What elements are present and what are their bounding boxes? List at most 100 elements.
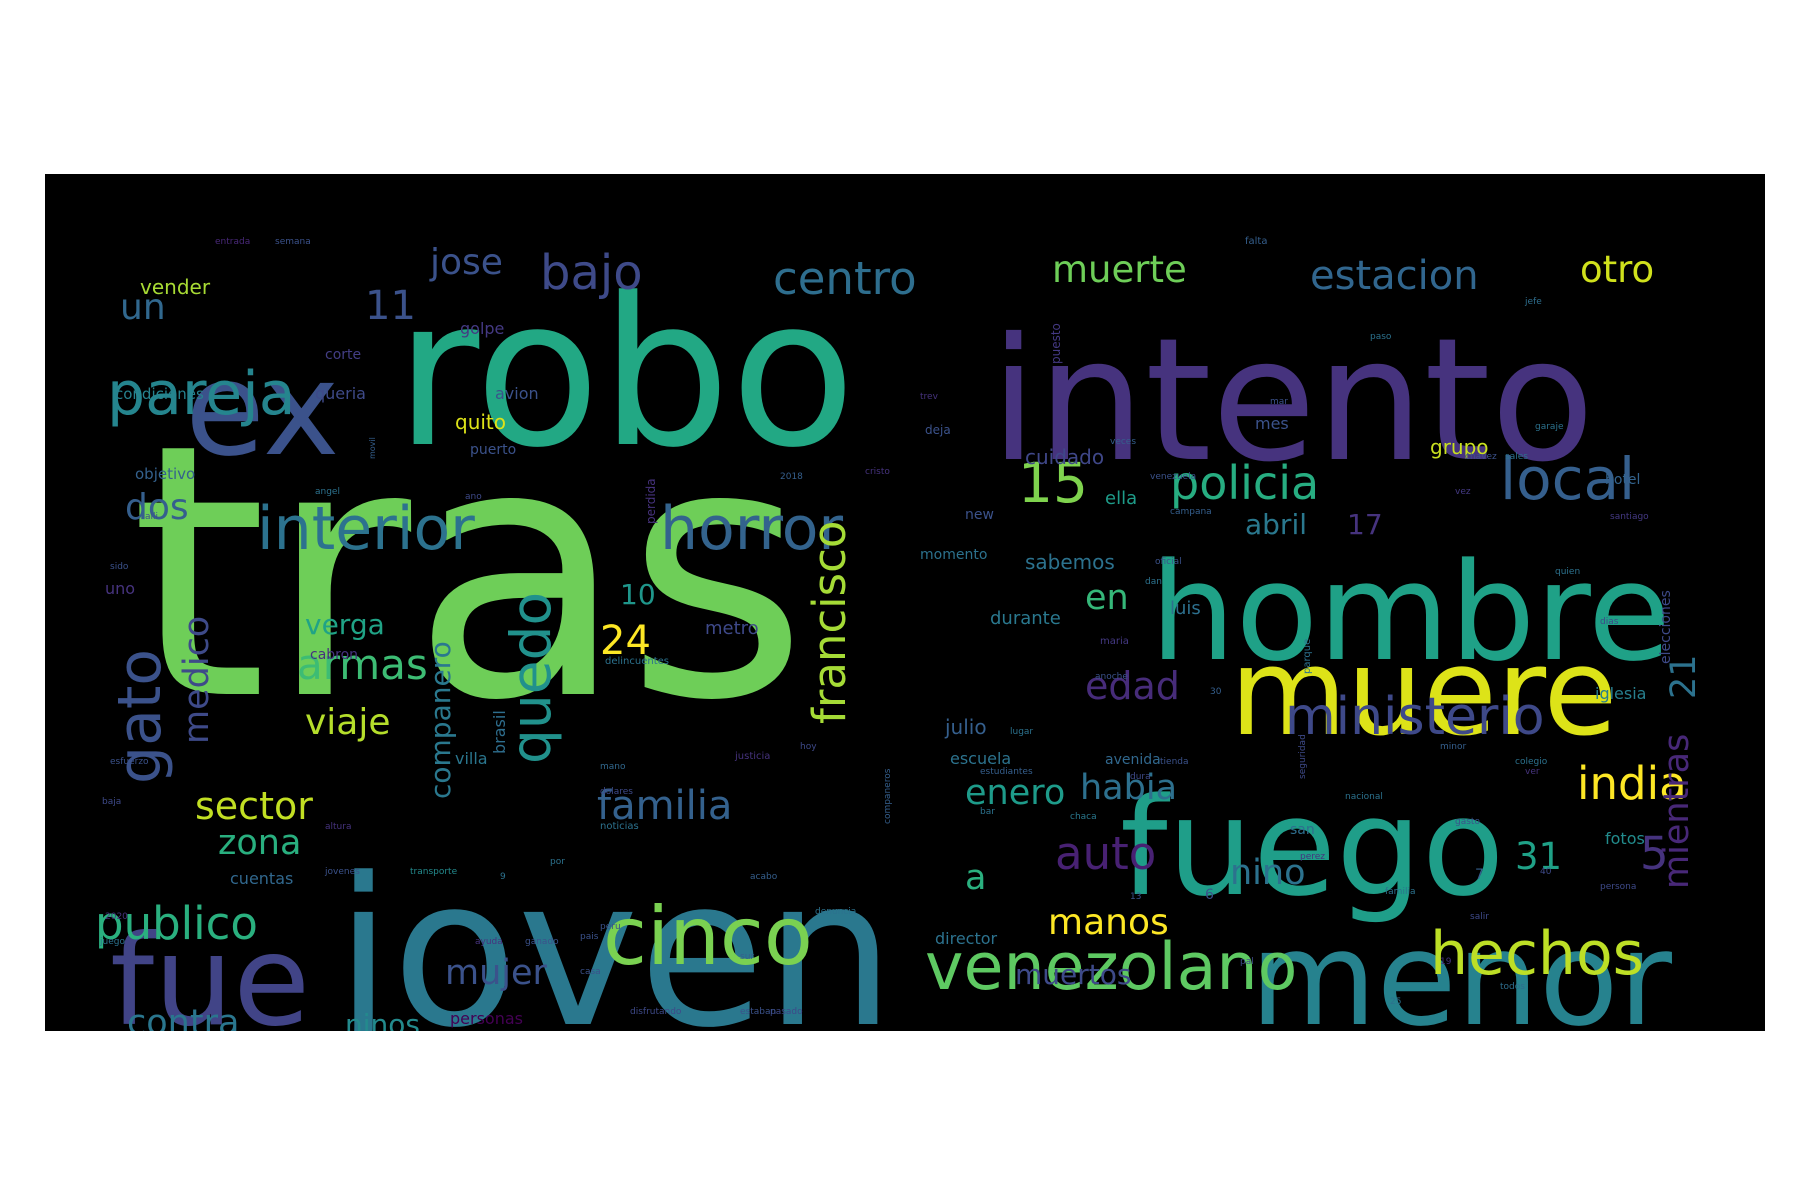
- word-cloud-word: objetivo: [135, 465, 195, 483]
- word-cloud-word: jose: [429, 242, 503, 283]
- word-cloud-word: companeros: [883, 768, 893, 824]
- word-cloud-word: puesto: [1049, 323, 1063, 364]
- word-cloud-word: muertos: [1015, 958, 1131, 991]
- word-cloud-word: ver: [1525, 767, 1540, 777]
- word-cloud-word: chavez: [1465, 452, 1497, 462]
- word-cloud-word: 7: [1475, 867, 1484, 883]
- word-cloud-word: intento: [990, 302, 1595, 500]
- word-cloud-word: justicia: [734, 751, 770, 762]
- word-cloud-word: 40: [1540, 867, 1552, 877]
- word-cloud-word: luis: [1170, 598, 1201, 619]
- word-cloud-word: director: [935, 929, 998, 948]
- word-cloud-word: colegio: [1515, 757, 1548, 767]
- word-cloud-word: menor: [1250, 903, 1673, 1031]
- word-cloud-word: familia: [1385, 887, 1415, 897]
- word-cloud-word: campana: [1170, 507, 1212, 517]
- word-cloud-word: durante: [990, 608, 1061, 629]
- word-cloud-word: grupo: [1430, 435, 1489, 459]
- word-cloud-word: dolares: [600, 787, 633, 797]
- word-cloud-word: disfrutando: [630, 1007, 682, 1017]
- word-cloud-word: pais: [580, 932, 599, 942]
- word-cloud-word: 15: [1018, 451, 1088, 515]
- word-cloud-word: pasado: [770, 1007, 803, 1017]
- word-cloud-word: 31: [1515, 835, 1562, 878]
- word-cloud-word: tras: [130, 369, 808, 777]
- word-cloud-word: entrada: [215, 237, 250, 247]
- word-cloud-word: 30: [1210, 687, 1222, 697]
- word-cloud-word: en: [1085, 578, 1129, 618]
- word-cloud-word: manos: [1048, 902, 1169, 943]
- word-cloud-word: mano: [600, 762, 626, 772]
- word-cloud-word: trev: [920, 392, 939, 402]
- word-cloud-word: mientras: [1657, 734, 1697, 889]
- word-cloud-word: 21: [1664, 654, 1704, 699]
- word-cloud-word: habia: [1080, 768, 1177, 808]
- word-cloud-word: ex: [185, 333, 340, 485]
- word-cloud-word: vez: [1455, 487, 1471, 497]
- word-cloud-word: golpe: [460, 319, 504, 338]
- word-cloud-word: fuego: [1120, 769, 1504, 926]
- word-cloud-word: auto: [1055, 827, 1156, 880]
- word-cloud-word: fotos: [1605, 829, 1645, 848]
- word-cloud-word: hombre: [1150, 534, 1671, 691]
- word-cloud-word: perdida: [644, 478, 658, 524]
- word-cloud-word: 19: [1440, 957, 1452, 967]
- word-cloud-word: muere: [1230, 624, 1617, 763]
- word-cloud-word: quito: [455, 410, 506, 434]
- word-cloud-word: veces: [1110, 437, 1136, 447]
- word-cloud-word: ministerio: [1285, 687, 1545, 747]
- word-cloud-word: mar: [1270, 397, 1288, 407]
- word-cloud-word: puerto: [470, 442, 516, 458]
- word-cloud-word: cabron: [310, 647, 358, 663]
- word-cloud-word: bar: [980, 807, 995, 817]
- word-cloud-word: uno: [105, 579, 135, 598]
- word-cloud-word: a: [965, 858, 986, 898]
- word-cloud-word: 11: [365, 283, 416, 329]
- word-cloud-word: por: [550, 857, 565, 867]
- word-cloud-word: dura: [1130, 772, 1151, 782]
- word-cloud-word: otro: [1580, 248, 1654, 291]
- word-cloud-word: abril: [1245, 508, 1307, 541]
- word-cloud-word: personas: [450, 1009, 523, 1028]
- word-cloud-word: gasto: [1455, 817, 1480, 827]
- word-cloud-word: un: [120, 287, 166, 328]
- word-cloud-word: sido: [110, 562, 129, 572]
- word-cloud-word: cinco: [603, 890, 813, 983]
- word-cloud-word: julio: [944, 715, 987, 739]
- word-cloud-word: san: [1290, 822, 1315, 838]
- word-cloud-word: chaca: [1070, 812, 1097, 822]
- word-cloud-word: 2018: [780, 472, 803, 482]
- word-cloud-word: quien: [1555, 567, 1580, 577]
- word-cloud-word: todos: [1500, 982, 1525, 992]
- word-cloud-word: 2020: [105, 912, 128, 922]
- word-cloud-word: policia: [1170, 456, 1319, 510]
- word-cloud-word: angel: [315, 487, 340, 497]
- word-cloud-word: ninos: [345, 1008, 420, 1031]
- word-cloud-word: medico: [177, 616, 217, 744]
- word-cloud-word: persona: [1600, 882, 1636, 892]
- word-cloud-word: 10: [620, 578, 656, 611]
- word-cloud-word: hotel: [1605, 472, 1640, 488]
- word-cloud-word: pareja: [107, 359, 296, 429]
- word-cloud-word: metro: [705, 618, 759, 639]
- word-cloud-word: santiago: [1610, 512, 1649, 522]
- word-cloud-word: garaje: [1535, 422, 1564, 432]
- word-cloud-word: edad: [1085, 664, 1180, 708]
- word-cloud-word: 13: [1130, 892, 1141, 902]
- word-cloud-word: cristo: [865, 467, 890, 477]
- word-cloud-word: queria: [315, 384, 366, 403]
- word-cloud-word: zona: [218, 823, 301, 863]
- word-cloud-word: condiciones: [115, 385, 204, 403]
- word-cloud-word: movil: [368, 437, 377, 459]
- word-cloud-word: venezolano: [925, 930, 1297, 1005]
- word-cloud-word: minor: [1440, 742, 1466, 752]
- word-cloud-word: viaje: [305, 702, 391, 743]
- word-cloud-word: sales: [1505, 452, 1528, 462]
- word-cloud-word: lugar: [1010, 727, 1033, 737]
- word-cloud-word: horror: [660, 494, 843, 564]
- word-cloud-word: baja: [102, 797, 121, 807]
- word-cloud-word: parque: [1302, 639, 1313, 674]
- word-cloud-word: esfuerzo: [110, 757, 149, 767]
- word-cloud-word: dias: [1600, 617, 1619, 627]
